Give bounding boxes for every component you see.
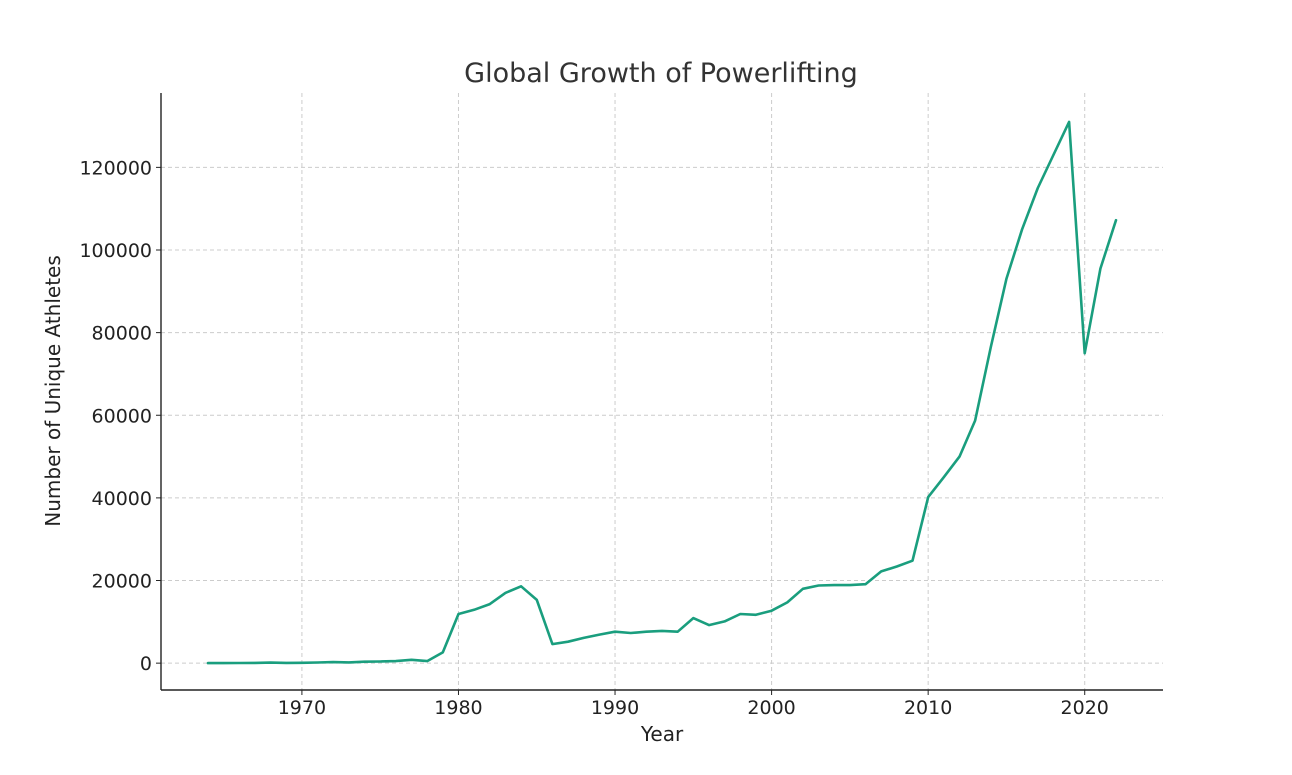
data-point xyxy=(849,584,851,586)
data-point xyxy=(739,613,742,615)
data-point xyxy=(802,587,804,590)
y-ticks: 0 20000 40000 60000 80000 100000 120000 xyxy=(79,157,161,675)
x-tick-label: 1990 xyxy=(591,697,639,719)
x-tick-label: 2010 xyxy=(904,697,952,719)
data-point xyxy=(520,585,522,588)
x-tick-label: 1980 xyxy=(434,697,482,719)
x-tick-label: 2000 xyxy=(747,697,795,719)
data-point xyxy=(222,662,225,664)
data-point xyxy=(1068,121,1070,123)
data-point xyxy=(504,592,507,594)
data-point xyxy=(958,455,961,458)
x-tick-label: 2020 xyxy=(1061,697,1109,719)
x-tick-label: 1970 xyxy=(278,697,326,719)
data-point xyxy=(363,660,366,663)
series-line xyxy=(206,120,1118,665)
data-point xyxy=(254,662,256,664)
data-point xyxy=(1005,278,1008,280)
data-point xyxy=(864,583,867,586)
y-tick-label: 0 xyxy=(140,653,152,675)
data-point xyxy=(269,661,272,664)
data-point xyxy=(770,609,773,612)
data-point xyxy=(395,660,397,662)
data-point xyxy=(989,346,992,348)
data-point xyxy=(598,633,601,636)
data-point xyxy=(207,662,209,664)
axes xyxy=(160,93,1163,691)
data-point xyxy=(488,603,491,605)
data-point xyxy=(238,662,241,664)
data-point xyxy=(426,660,428,662)
y-tick-label: 120000 xyxy=(79,157,152,179)
y-tick-label: 20000 xyxy=(92,571,152,593)
data-point xyxy=(755,614,757,616)
data-point xyxy=(896,565,898,568)
data-point xyxy=(332,661,335,663)
data-point xyxy=(1052,154,1055,156)
data-point xyxy=(442,651,444,654)
data-point xyxy=(457,613,460,615)
data-point xyxy=(833,584,836,586)
y-tick-label: 60000 xyxy=(92,405,152,427)
data-point xyxy=(676,630,679,633)
data-point xyxy=(348,661,350,664)
data-point xyxy=(582,637,585,639)
chart-title: Global Growth of Powerlifting xyxy=(464,58,858,89)
data-point xyxy=(551,643,554,645)
data-point xyxy=(911,559,914,562)
data-point xyxy=(708,624,710,626)
data-point xyxy=(614,630,616,633)
data-point xyxy=(1083,352,1086,355)
data-point xyxy=(817,584,820,587)
series-layer xyxy=(206,120,1118,665)
data-point xyxy=(723,620,726,623)
data-point xyxy=(1099,267,1102,270)
y-axis-label: Number of Unique Athletes xyxy=(41,255,65,527)
y-tick-label: 40000 xyxy=(92,488,152,510)
data-point xyxy=(629,632,632,634)
data-point xyxy=(567,640,569,643)
y-tick-label: 100000 xyxy=(79,240,152,262)
y-tick-label: 80000 xyxy=(92,323,152,345)
data-point xyxy=(943,476,945,479)
data-point xyxy=(1036,187,1039,189)
data-point xyxy=(645,630,648,633)
data-point xyxy=(316,661,319,664)
data-point xyxy=(786,601,789,604)
data-point xyxy=(1115,219,1117,222)
grid xyxy=(161,93,1163,690)
x-axis-label: Year xyxy=(640,722,684,746)
data-point xyxy=(1021,228,1023,231)
data-point xyxy=(927,496,929,498)
data-point xyxy=(661,630,663,632)
data-point xyxy=(285,662,288,664)
data-point xyxy=(535,599,538,601)
data-point xyxy=(473,609,475,611)
data-point xyxy=(880,570,882,573)
data-point xyxy=(974,419,976,422)
data-point xyxy=(692,617,695,619)
data-point xyxy=(379,660,381,663)
data-point xyxy=(410,659,413,661)
data-point xyxy=(301,662,303,664)
x-ticks: 1970 1980 1990 2000 2010 2020 xyxy=(278,690,1109,719)
